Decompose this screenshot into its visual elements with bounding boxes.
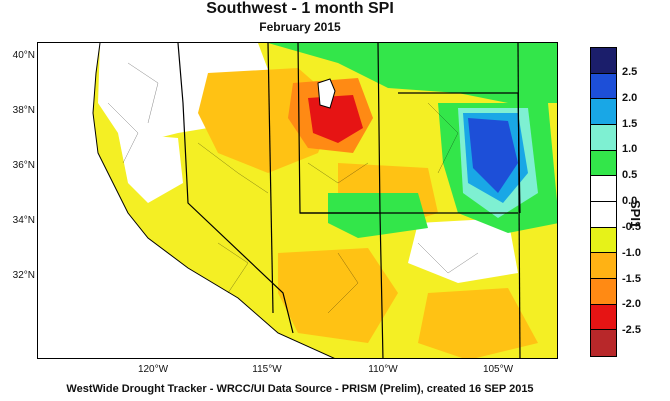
spi-legend-bar xyxy=(590,47,617,357)
legend-swatch xyxy=(591,176,616,202)
legend-tick-label: 1.0 xyxy=(622,143,638,156)
legend-swatch xyxy=(591,150,616,177)
lat-label-34: 34°N xyxy=(12,215,35,226)
legend-swatch xyxy=(591,124,616,151)
legend-tick-label: -2.0 xyxy=(622,298,641,311)
map-svg xyxy=(38,43,557,358)
legend-swatch xyxy=(591,48,616,74)
lon-label-120: 120°W xyxy=(137,364,169,375)
legend-title: SPI1 xyxy=(628,200,643,229)
legend-swatch xyxy=(591,73,616,100)
legend-tick-label: 2.5 xyxy=(622,65,638,78)
lat-label-38: 38°N xyxy=(12,105,35,116)
legend-tick-label: -1.0 xyxy=(622,246,641,259)
legend-swatch xyxy=(591,253,616,279)
legend-swatch xyxy=(591,304,616,331)
lon-label-110: 110°W xyxy=(368,364,398,375)
legend-swatch xyxy=(591,201,616,228)
lon-label-115: 115°W xyxy=(252,364,282,375)
legend-tick-label: 0.0 xyxy=(622,195,638,207)
legend-swatch xyxy=(591,227,616,254)
legend-tick-label: 1.5 xyxy=(622,117,638,130)
lat-label-32: 32°N xyxy=(12,270,35,281)
map-area xyxy=(37,42,558,359)
legend-tick-label: -0.5 xyxy=(622,220,641,233)
legend-swatch xyxy=(591,99,616,125)
lon-label-105: 105°W xyxy=(482,364,514,375)
map-title: Southwest - 1 month SPI xyxy=(206,0,394,17)
footer-credit: WestWide Drought Tracker - WRCC/UI Data … xyxy=(66,383,534,395)
legend-tick-label: -2.5 xyxy=(622,324,641,337)
legend-swatch xyxy=(591,278,616,305)
lat-label-40: 40°N xyxy=(12,50,35,61)
lat-label-36: 36°N xyxy=(12,160,35,171)
legend-tick-label: 2.0 xyxy=(622,91,638,104)
legend-tick-label: 0.5 xyxy=(622,169,638,182)
legend-swatch xyxy=(591,330,616,356)
legend-tick-label: -1.5 xyxy=(622,272,641,285)
map-subtitle: February 2015 xyxy=(259,20,341,34)
